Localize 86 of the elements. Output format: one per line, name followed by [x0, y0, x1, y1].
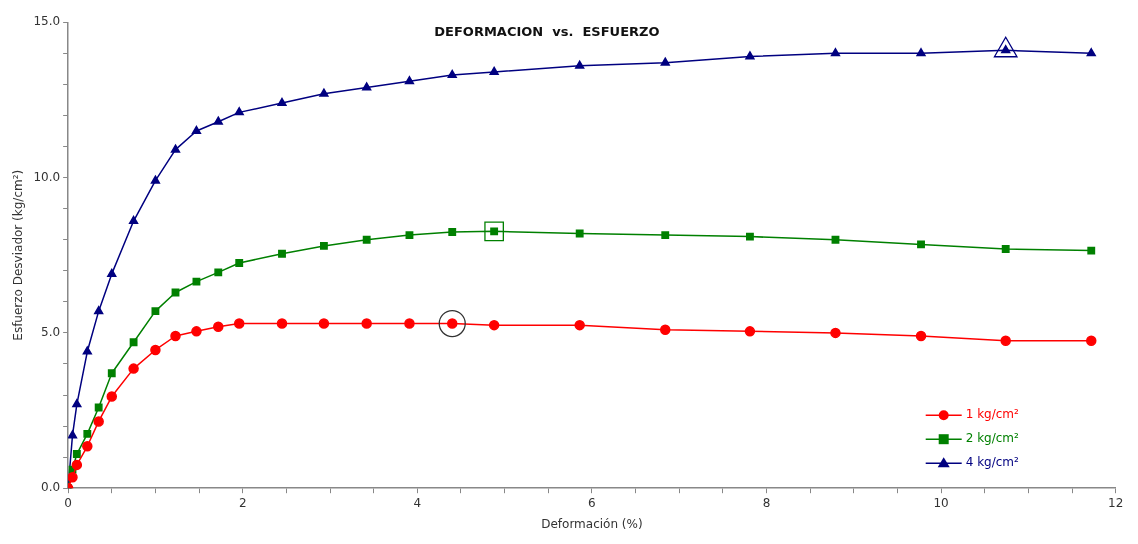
point — [575, 60, 585, 69]
point — [106, 391, 118, 402]
point — [745, 51, 755, 60]
point — [94, 403, 103, 412]
point — [916, 48, 926, 57]
point — [83, 429, 92, 438]
point — [170, 330, 181, 342]
point — [191, 326, 202, 337]
y-tick-label: 0.0 — [41, 480, 61, 495]
point — [745, 232, 754, 241]
point — [150, 175, 161, 184]
point — [575, 229, 584, 238]
point — [318, 318, 330, 329]
point — [71, 459, 83, 471]
point — [107, 268, 117, 277]
point — [1086, 335, 1097, 346]
point — [213, 321, 224, 332]
point — [150, 344, 161, 356]
point — [1087, 246, 1096, 255]
point — [72, 399, 82, 408]
point — [68, 430, 78, 439]
point — [1000, 335, 1011, 346]
point — [319, 88, 329, 97]
point — [1001, 245, 1010, 253]
point — [72, 450, 81, 458]
x-tick-label: 4 — [413, 495, 422, 510]
point — [447, 69, 457, 79]
point — [129, 338, 138, 347]
point — [448, 228, 457, 236]
point — [574, 319, 585, 331]
point — [170, 144, 181, 153]
x-tick-label: 8 — [762, 495, 771, 510]
point — [128, 215, 139, 225]
point — [234, 107, 244, 116]
point — [830, 327, 841, 339]
x-axis-title: Deformación (%) — [541, 516, 643, 531]
point — [405, 231, 414, 239]
point — [361, 318, 372, 329]
chart-title: DEFORMACION vs. ESFUERZO — [434, 24, 660, 40]
point — [94, 305, 104, 315]
point — [151, 307, 160, 316]
point — [659, 324, 671, 336]
point — [489, 66, 499, 75]
x-tick-label: 6 — [588, 495, 596, 510]
point — [660, 57, 670, 66]
y-tick-label: 10.0 — [33, 169, 61, 184]
point — [404, 318, 415, 329]
point — [484, 221, 504, 242]
point — [404, 76, 415, 85]
y-axis-title: Esfuerzo Desviador (kg/cm²) — [11, 169, 26, 341]
point — [917, 240, 925, 249]
point — [915, 330, 927, 342]
point — [277, 97, 287, 107]
x-tick-label: 10 — [933, 495, 949, 510]
point — [192, 277, 201, 286]
point — [830, 48, 841, 57]
legend-label: 1 kg/cm² — [965, 407, 1020, 422]
point — [438, 309, 466, 338]
point — [276, 318, 288, 329]
point — [233, 318, 245, 329]
point — [213, 116, 223, 125]
point — [82, 441, 93, 452]
point — [191, 125, 202, 135]
x-tick-label: 12 — [1108, 495, 1124, 510]
point — [488, 319, 500, 331]
x-tick-label: 2 — [238, 495, 247, 510]
point — [744, 326, 756, 337]
legend-label: 4 kg/cm² — [965, 455, 1020, 470]
point — [362, 235, 371, 244]
point — [319, 242, 328, 250]
point — [68, 472, 78, 483]
point — [93, 416, 104, 427]
point — [362, 82, 372, 91]
point — [661, 231, 670, 239]
point — [278, 249, 286, 258]
point — [107, 369, 116, 378]
x-tick-label: 0 — [64, 495, 72, 510]
point — [831, 235, 840, 244]
point — [82, 346, 92, 355]
y-tick-label: 5.0 — [41, 325, 61, 340]
point — [235, 259, 244, 267]
point — [1086, 48, 1096, 57]
y-tick-label: 15.0 — [33, 14, 61, 29]
point — [128, 363, 139, 374]
point — [214, 268, 223, 277]
legend-label: 2 kg/cm² — [965, 431, 1020, 446]
